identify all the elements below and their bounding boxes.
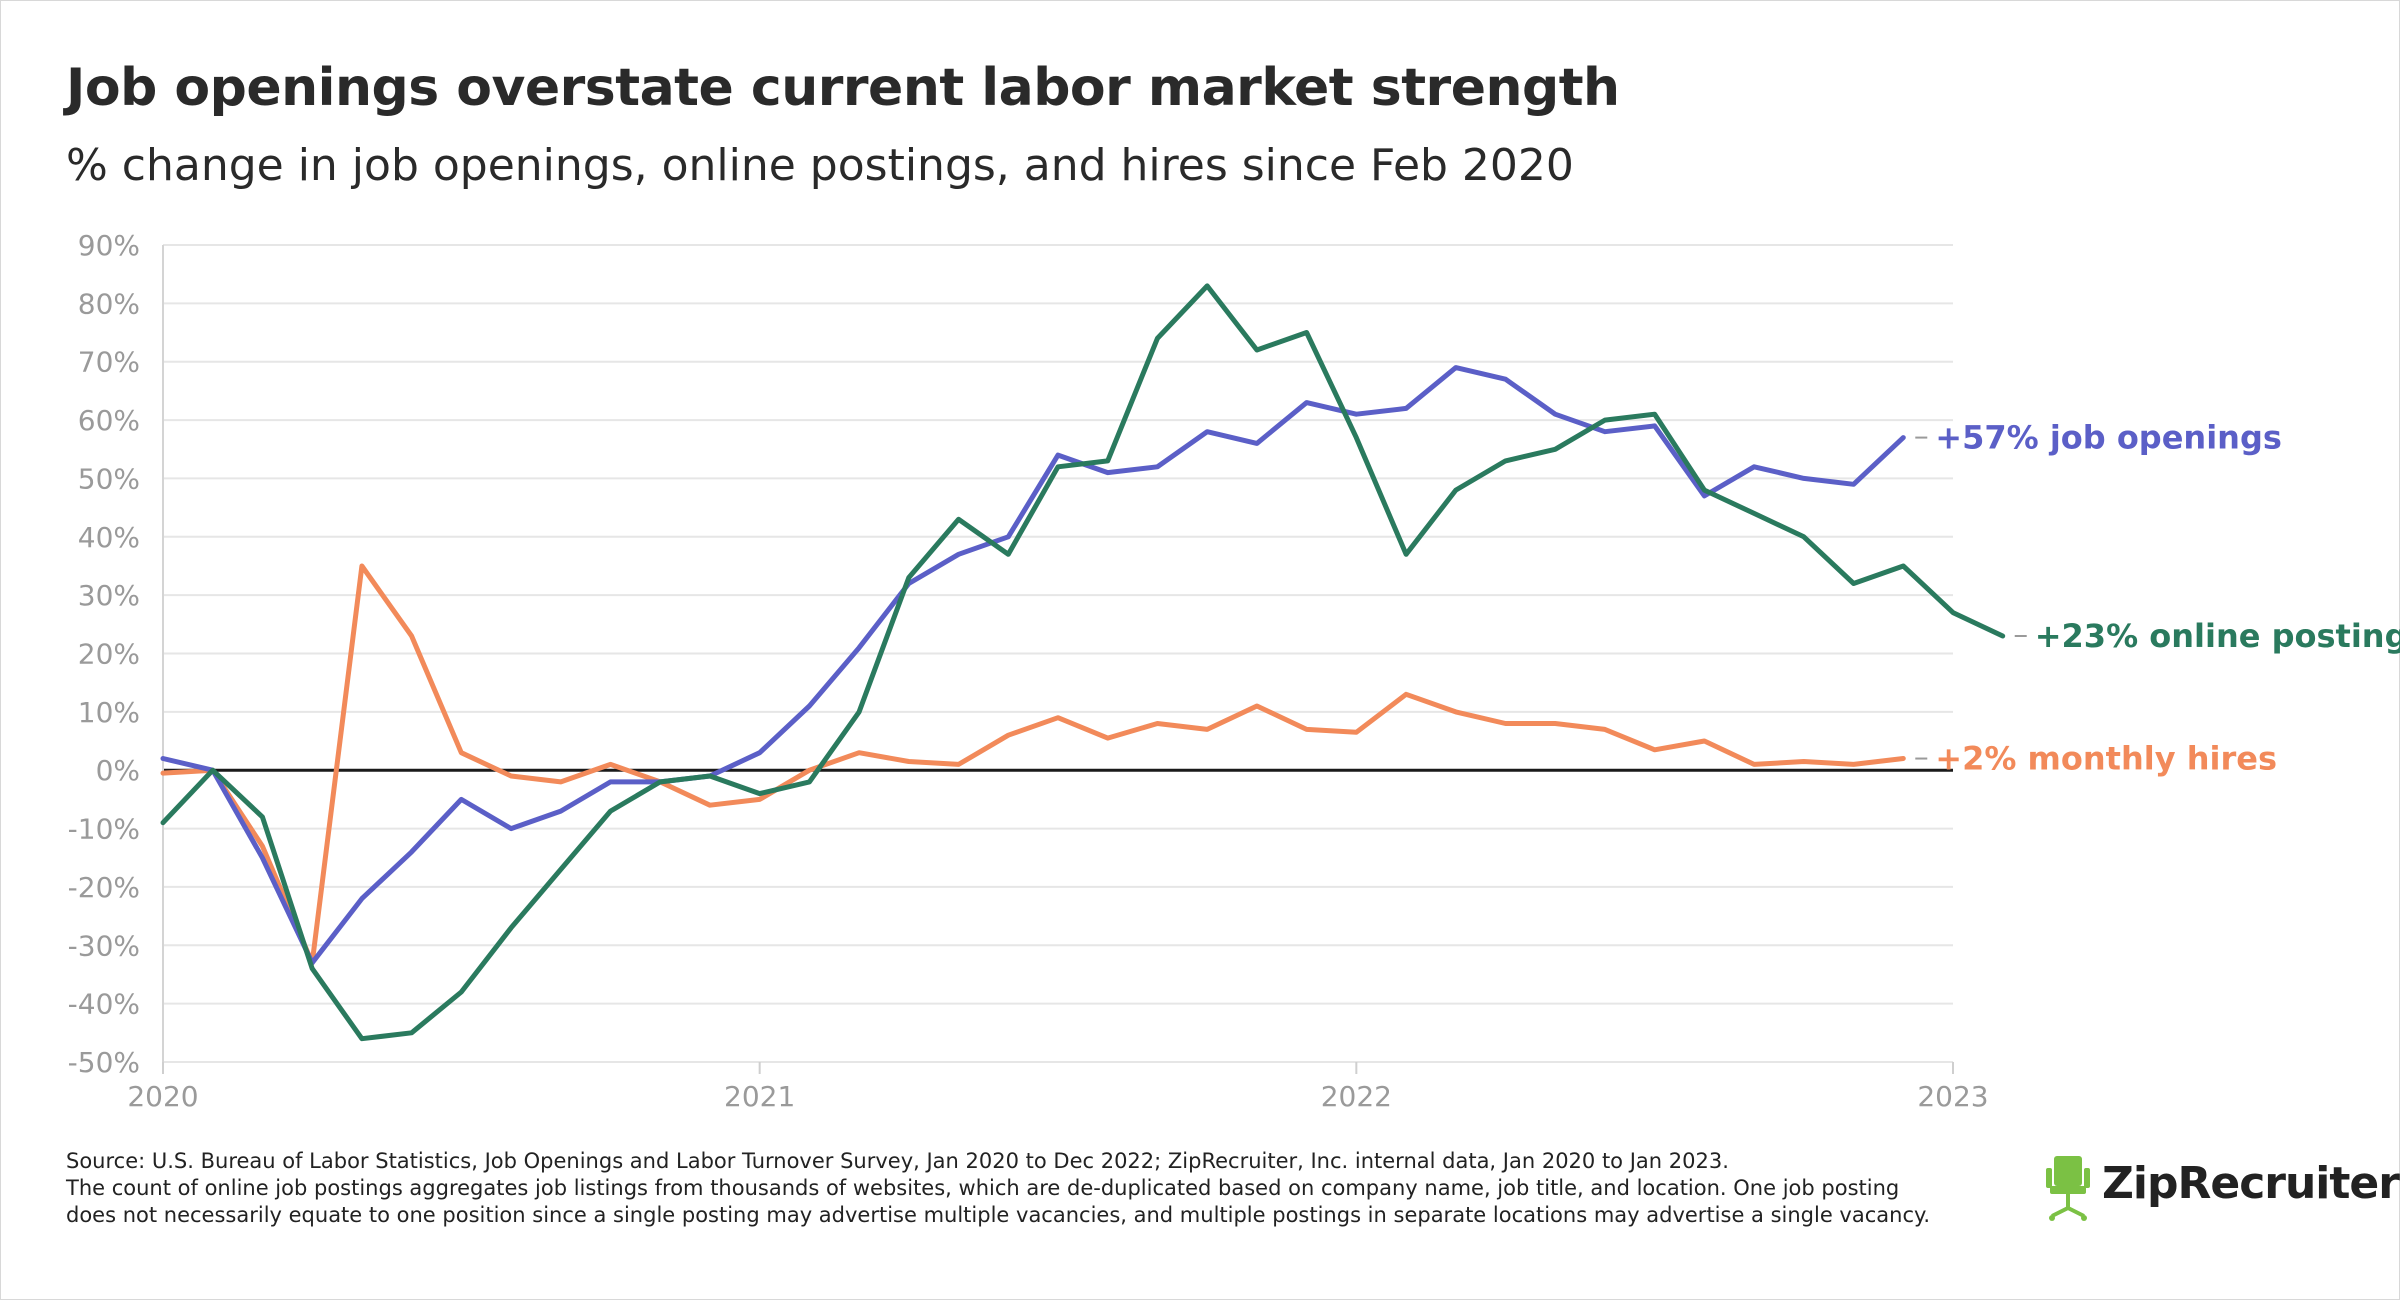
y-tick-label: 50% bbox=[78, 462, 140, 495]
source-note: Source: U.S. Bureau of Labor Statistics,… bbox=[66, 1149, 1729, 1173]
y-tick-label: -30% bbox=[68, 929, 140, 962]
line-chart: 90% 80% 70% 60% 50% 40% 30% 20% 10% 0% -10% -20% -30… bbox=[68, 229, 2400, 1113]
footnotes: Source: U.S. Bureau of Labor Statistics,… bbox=[66, 1148, 1930, 1229]
chair-icon bbox=[2046, 1156, 2090, 1221]
y-tick-label: 70% bbox=[78, 346, 140, 379]
methodology-note-line-1: The count of online job postings aggrega… bbox=[66, 1176, 1900, 1200]
series-label-hires: +2% monthly hires bbox=[1935, 740, 2277, 778]
y-tick-label: 40% bbox=[78, 521, 140, 554]
y-tick-label: 0% bbox=[96, 754, 140, 787]
gridlines bbox=[163, 244, 1953, 1063]
y-tick-label: 90% bbox=[78, 229, 140, 262]
series-line-hires bbox=[160, 563, 1906, 966]
series-label-openings: +57% job openings bbox=[1935, 419, 2282, 457]
methodology-note-line-2: does not necessarily equate to one posit… bbox=[66, 1203, 1931, 1227]
y-tick-label: -40% bbox=[68, 988, 140, 1021]
y-tick-label: -10% bbox=[68, 813, 140, 846]
y-tick-label: -20% bbox=[68, 871, 140, 904]
y-axis: 90% 80% 70% 60% 50% 40% 30% 20% 10% 0% -10% -20% -30… bbox=[68, 229, 164, 1079]
trademark-symbol: ® bbox=[2399, 1158, 2400, 1174]
y-tick-label: -50% bbox=[68, 1046, 140, 1079]
y-tick-label: 80% bbox=[78, 287, 140, 320]
y-tick-label: 30% bbox=[78, 579, 140, 612]
y-tick-label: 60% bbox=[78, 404, 140, 437]
x-tick-label: 2020 bbox=[127, 1080, 198, 1113]
series-labels: +57% job openings +23% online postings +2%… bbox=[1915, 419, 2400, 778]
x-tick-label: 2023 bbox=[1917, 1080, 1988, 1113]
x-tick-label: 2021 bbox=[724, 1080, 795, 1113]
chart-subtitle: % change in job openings, online posting… bbox=[66, 140, 1574, 191]
x-tick-label: 2022 bbox=[1321, 1080, 1392, 1113]
x-axis: 2020 2021 2022 2023 bbox=[127, 1062, 1989, 1113]
series-lines bbox=[160, 283, 2006, 1042]
y-tick-label: 20% bbox=[78, 638, 140, 671]
y-tick-label: 10% bbox=[78, 696, 140, 729]
brand-name: ZipRecruiter® bbox=[2102, 1158, 2400, 1209]
series-line-openings bbox=[160, 365, 1906, 966]
chart-title: Job openings overstate current labor mar… bbox=[66, 58, 1620, 118]
series-label-postings: +23% online postings bbox=[2035, 617, 2400, 655]
series-line-postings bbox=[160, 283, 2006, 1042]
brand-logo: ZipRecruiter® bbox=[2040, 1150, 2400, 1226]
